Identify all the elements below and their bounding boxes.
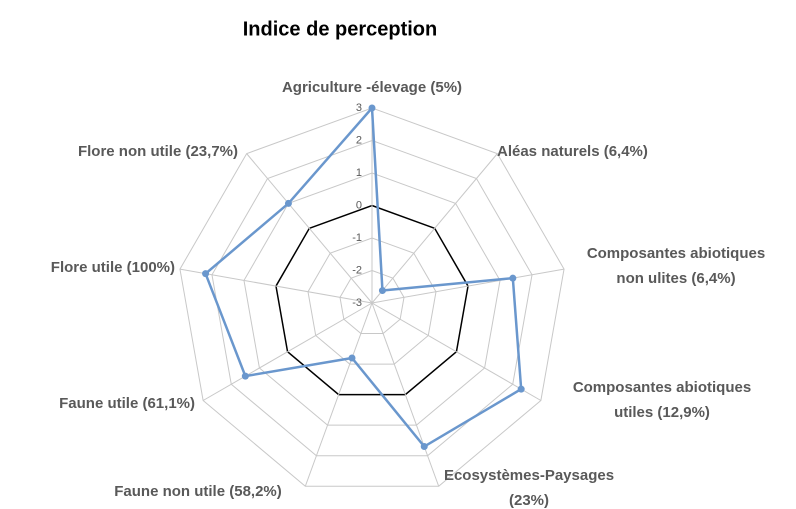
series-point — [241, 372, 249, 380]
series-point — [517, 385, 525, 393]
tick-label: 1 — [356, 167, 362, 179]
tick-label: -3 — [352, 297, 362, 309]
tick-label: 0 — [356, 199, 362, 211]
series-point — [509, 274, 517, 282]
grid-ring — [211, 139, 533, 457]
category-label: Faune non utile (58,2%) — [114, 483, 282, 500]
tick-label: -2 — [352, 264, 362, 276]
tick-label: 2 — [356, 134, 362, 146]
category-label: Faune utile (61,1%) — [59, 395, 195, 412]
grid-ring — [243, 172, 501, 426]
axis-spoke — [371, 268, 565, 304]
axis-spoke — [371, 153, 498, 304]
category-label: Agriculture -élevage (5%) — [282, 79, 462, 96]
category-label: Composantes abiotiques utiles (12,9%) — [573, 379, 751, 421]
chart-title: Indice de perception — [243, 18, 437, 40]
series-point — [378, 287, 386, 295]
axis-spoke — [179, 268, 373, 304]
series-point — [420, 443, 428, 451]
series-point — [368, 104, 376, 112]
series-point — [284, 199, 292, 207]
grid-ring — [275, 204, 469, 396]
tick-label: -1 — [352, 232, 362, 244]
category-label: Flore utile (100%) — [51, 259, 175, 276]
axis-spoke — [246, 153, 373, 304]
axis-spoke — [371, 302, 542, 401]
grid-ring — [179, 107, 565, 487]
category-label: Aléas naturels (6,4%) — [497, 143, 648, 160]
tick-label: 3 — [356, 102, 362, 114]
axis-spoke — [371, 302, 440, 487]
axis-spoke — [202, 302, 373, 401]
grid-ring — [339, 269, 405, 335]
category-label: Ecosystèmes-Paysages (23%) — [444, 467, 614, 509]
category-label: Flore non utile (23,7%) — [78, 143, 238, 160]
axis-spoke — [304, 302, 373, 487]
series-point — [348, 354, 356, 362]
category-label: Composantes abiotiques non ulites (6,4%) — [587, 245, 765, 287]
grid-ring — [307, 237, 437, 365]
series-line — [204, 104, 523, 449]
series-point — [202, 270, 210, 278]
